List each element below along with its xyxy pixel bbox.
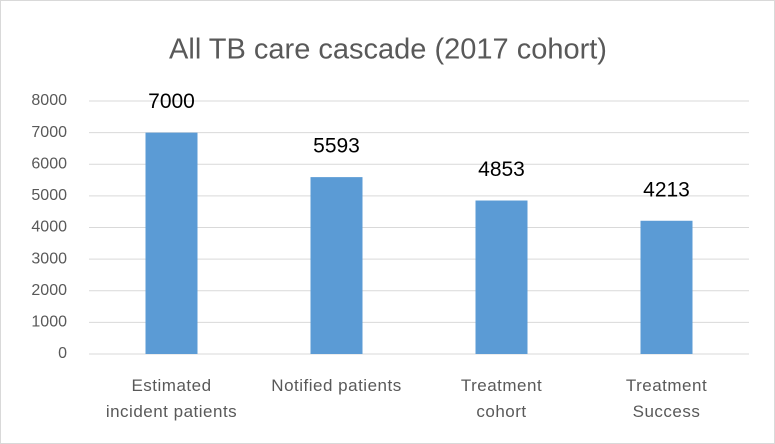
y-tick-label: 8000: [31, 92, 67, 109]
chart-title: All TB care cascade (2017 cohort): [169, 34, 607, 66]
bar: [310, 177, 363, 354]
data-label: 4213: [643, 178, 690, 201]
bar: [145, 132, 198, 354]
x-tick-label: Notified patients: [271, 376, 402, 395]
bar: [640, 220, 693, 354]
y-tick-label: 4000: [31, 219, 67, 236]
y-tick-label: 6000: [31, 155, 67, 172]
x-tick-label: Estimated incident patients: [105, 376, 238, 421]
y-tick-label: 2000: [31, 282, 67, 299]
y-tick-label: 0: [58, 345, 67, 362]
data-label: 4853: [478, 158, 525, 181]
bar: [475, 200, 528, 354]
y-tick-label: 7000: [31, 124, 67, 141]
x-tick-label: Treatment Success: [625, 376, 708, 421]
y-tick-label: 5000: [31, 187, 67, 204]
data-label: 7000: [148, 90, 195, 113]
x-tick-label: Treatment cohort: [460, 376, 543, 421]
data-label: 5593: [313, 135, 360, 158]
y-tick-label: 3000: [31, 250, 67, 267]
y-tick-label: 1000: [31, 314, 67, 331]
